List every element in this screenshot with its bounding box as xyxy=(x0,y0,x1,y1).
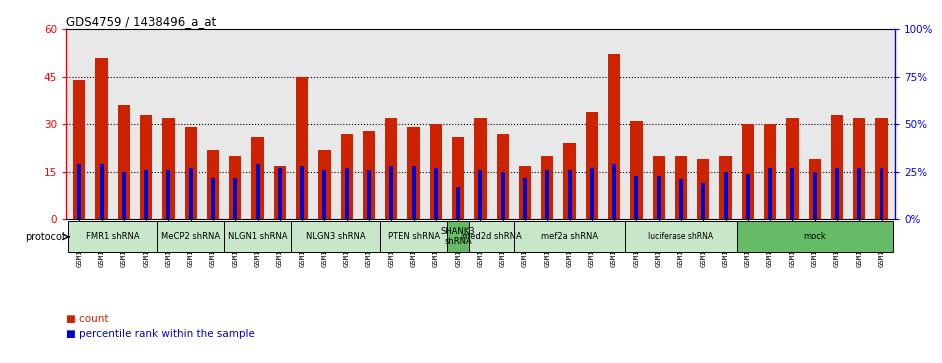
Text: NLGN1 shRNA: NLGN1 shRNA xyxy=(228,232,287,241)
Bar xyxy=(625,221,737,252)
Bar xyxy=(630,121,642,220)
Bar xyxy=(211,178,215,220)
Bar xyxy=(408,127,420,220)
Bar xyxy=(73,80,86,220)
Bar xyxy=(768,168,772,220)
Bar xyxy=(367,170,371,220)
Text: mock: mock xyxy=(804,232,826,241)
Bar xyxy=(100,164,104,220)
Bar xyxy=(122,172,126,220)
Bar xyxy=(831,115,843,220)
Text: luciferase shRNA: luciferase shRNA xyxy=(648,232,713,241)
Bar xyxy=(162,118,174,220)
Bar xyxy=(875,118,887,220)
Bar xyxy=(541,156,553,220)
Bar xyxy=(701,183,706,220)
Bar xyxy=(853,118,866,220)
Bar xyxy=(697,159,709,220)
Bar xyxy=(456,187,460,220)
Bar xyxy=(737,221,893,252)
Text: FMR1 shRNA: FMR1 shRNA xyxy=(86,232,139,241)
Bar xyxy=(513,221,625,252)
Bar xyxy=(224,221,291,252)
Bar xyxy=(679,179,683,220)
Text: SHANK3
shRNA: SHANK3 shRNA xyxy=(441,227,476,246)
Bar xyxy=(635,176,639,220)
Bar xyxy=(523,178,527,220)
Bar xyxy=(474,118,487,220)
Bar xyxy=(252,137,264,220)
Bar xyxy=(479,170,482,220)
Bar xyxy=(188,168,193,220)
Bar xyxy=(140,115,153,220)
Bar xyxy=(77,164,81,220)
Bar xyxy=(764,124,776,220)
Bar xyxy=(434,168,438,220)
Text: mef2a shRNA: mef2a shRNA xyxy=(541,232,598,241)
Bar xyxy=(746,174,750,220)
Text: protocol: protocol xyxy=(25,232,65,242)
Bar xyxy=(657,176,660,220)
Bar xyxy=(723,172,727,220)
Bar xyxy=(741,124,754,220)
Bar xyxy=(207,150,219,220)
Bar xyxy=(157,221,224,252)
Bar xyxy=(144,170,148,220)
Bar xyxy=(185,127,197,220)
Bar xyxy=(291,221,381,252)
Bar xyxy=(381,221,447,252)
Text: ■ count: ■ count xyxy=(66,314,108,325)
Bar xyxy=(274,166,286,220)
Bar xyxy=(278,168,282,220)
Bar xyxy=(385,118,398,220)
Bar xyxy=(296,77,308,220)
Bar xyxy=(813,172,817,220)
Bar xyxy=(95,58,107,220)
Bar xyxy=(68,221,157,252)
Bar xyxy=(568,170,572,220)
Bar xyxy=(519,166,531,220)
Bar xyxy=(318,150,331,220)
Bar xyxy=(255,164,260,220)
Bar xyxy=(412,166,415,220)
Bar xyxy=(389,166,393,220)
Text: GDS4759 / 1438496_a_at: GDS4759 / 1438496_a_at xyxy=(66,15,217,28)
Text: PTEN shRNA: PTEN shRNA xyxy=(387,232,440,241)
Bar xyxy=(880,168,884,220)
Bar xyxy=(447,221,469,252)
Bar xyxy=(835,168,839,220)
Text: MeCP2 shRNA: MeCP2 shRNA xyxy=(161,232,220,241)
Bar xyxy=(229,156,241,220)
Bar xyxy=(653,156,665,220)
Bar xyxy=(430,124,442,220)
Text: ■ percentile rank within the sample: ■ percentile rank within the sample xyxy=(66,329,255,339)
Bar xyxy=(790,168,794,220)
Bar xyxy=(322,170,326,220)
Bar xyxy=(363,131,375,220)
Bar xyxy=(501,172,505,220)
Bar xyxy=(545,170,549,220)
Bar xyxy=(452,137,464,220)
Bar xyxy=(496,134,509,220)
Bar xyxy=(608,54,620,220)
Bar xyxy=(720,156,732,220)
Bar xyxy=(167,170,171,220)
Bar xyxy=(808,159,820,220)
Bar xyxy=(234,178,237,220)
Bar xyxy=(469,221,513,252)
Bar xyxy=(563,143,576,220)
Bar xyxy=(857,168,861,220)
Bar xyxy=(787,118,799,220)
Bar xyxy=(341,134,353,220)
Bar xyxy=(300,166,304,220)
Bar xyxy=(345,168,349,220)
Bar xyxy=(118,105,130,220)
Text: med2d shRNA: med2d shRNA xyxy=(462,232,522,241)
Bar xyxy=(586,111,598,220)
Text: NLGN3 shRNA: NLGN3 shRNA xyxy=(306,232,365,241)
Bar xyxy=(612,164,616,220)
Bar xyxy=(674,156,687,220)
Bar xyxy=(590,168,593,220)
